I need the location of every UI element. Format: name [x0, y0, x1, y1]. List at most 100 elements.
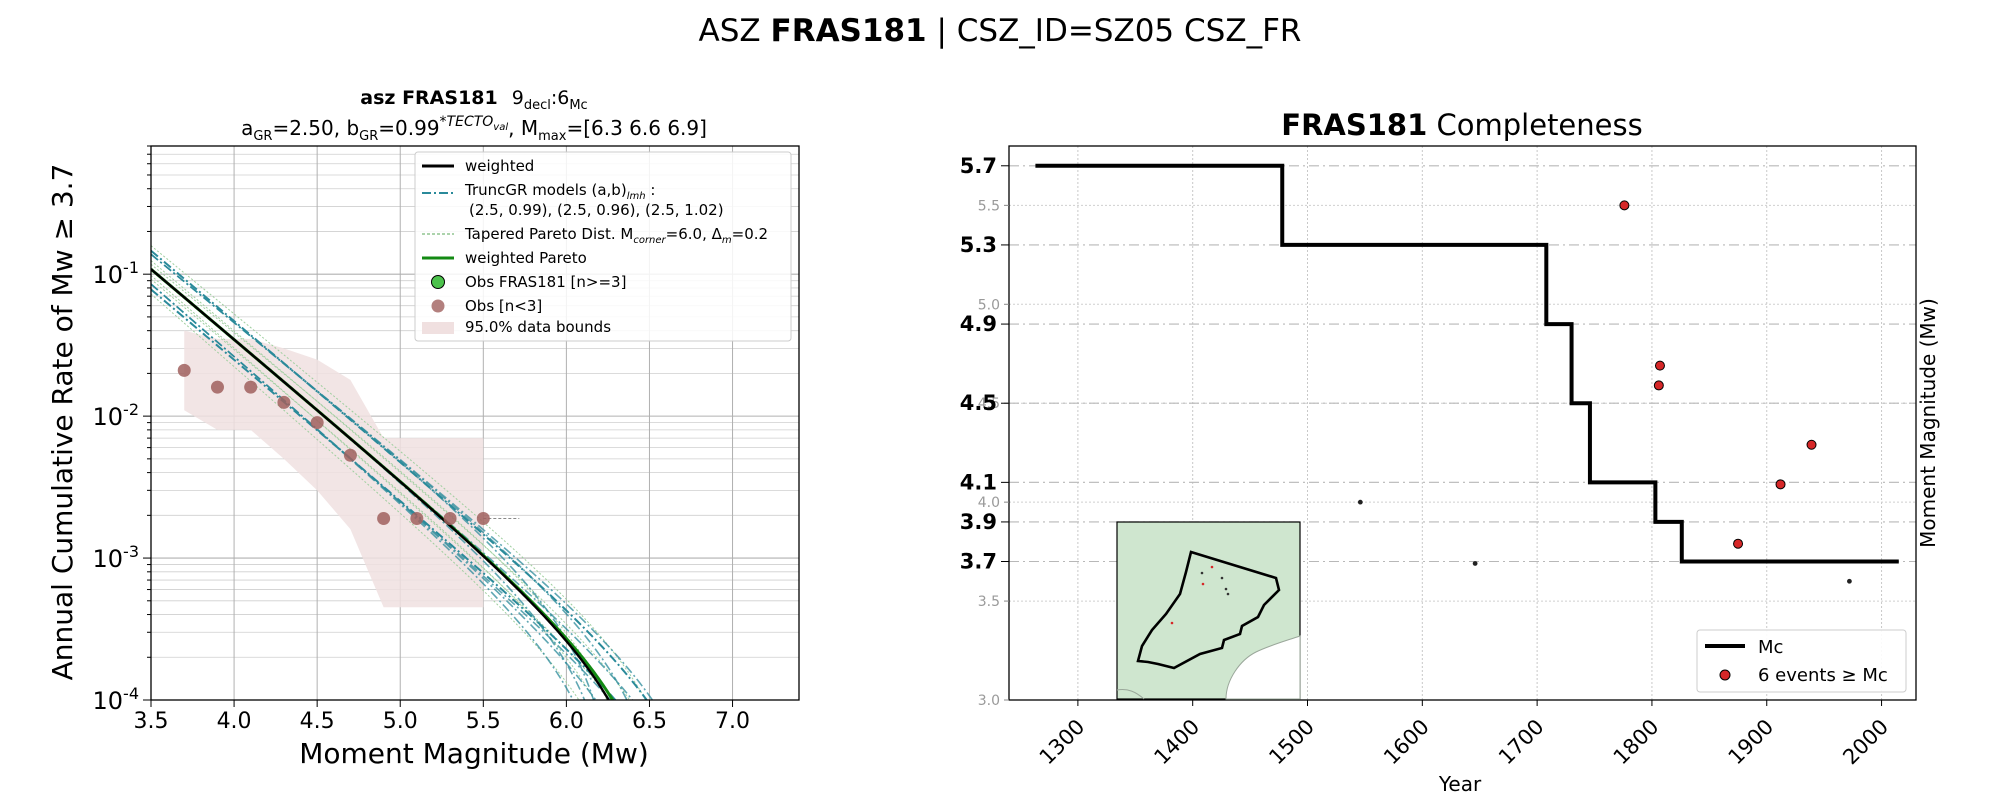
right-chart-title: FRAS181 Completeness — [1281, 108, 1642, 142]
tapered-pareto-curve — [151, 260, 631, 700]
right-y-major-tick-label: 5.7 — [960, 154, 997, 178]
legend-weighted-label: weighted — [465, 157, 534, 175]
right-y-minor-tick-label: 4.0 — [978, 495, 1000, 511]
right-legend-box — [1696, 629, 1907, 693]
left-x-tick-label: 5.5 — [466, 709, 501, 734]
legend-obs-swatch — [431, 275, 445, 289]
right-y-minor-tick-label: 3.0 — [978, 693, 1000, 709]
legend-truncgr-label: TruncGR models (a,b)lmh : — [464, 181, 655, 202]
right-chart: FRAS181 Completeness 1300 1400 1500 1600 170… — [960, 108, 1940, 796]
right-y-minor-tick-label: 5.5 — [978, 198, 1000, 214]
truncgr-envelope-curve — [151, 249, 648, 700]
inset-map-point — [1201, 582, 1205, 586]
right-x-tick-label: 1300 — [1035, 715, 1090, 770]
right-x-tick-label: 1500 — [1264, 715, 1319, 770]
inset-map-point — [1226, 592, 1230, 596]
event-above-mc — [1775, 479, 1786, 490]
legend-mc-label: Mc — [1758, 637, 1783, 658]
left-x-tick-label: 4.5 — [300, 709, 335, 734]
legend-bounds-swatch — [422, 322, 454, 334]
left-legend-box — [414, 151, 792, 342]
right-y-minor-tick-label: 3.5 — [978, 594, 1000, 610]
inset-map-zone-outline — [1136, 550, 1281, 670]
left-x-tick-label: 4.0 — [217, 709, 252, 734]
inset-map-point — [1170, 621, 1174, 625]
right-y-axis-label: Moment Magnitude (Mw) — [1916, 298, 1940, 548]
left-x-tick-label: 6.0 — [549, 709, 584, 734]
left-y-tick-label: 10-1 — [93, 258, 140, 289]
legend-events-swatch — [1719, 669, 1731, 681]
mc-step-line — [1035, 163, 1899, 564]
inset-map-water — [1225, 635, 1301, 700]
right-y-major-tick-label: 5.3 — [960, 233, 997, 257]
right-x-tick-label: 1800 — [1609, 715, 1664, 770]
right-x-tick-label: 1400 — [1149, 715, 1204, 770]
event-above-mc — [1654, 360, 1665, 371]
left-y-tick-label: 10-4 — [93, 684, 140, 715]
legend-obs-small-swatch — [431, 299, 445, 313]
truncgr-envelope-curve — [151, 288, 617, 700]
observed-point — [476, 511, 490, 525]
right-y-minor-tick-label: 5.0 — [978, 297, 1000, 313]
left-x-tick-label: 5.0 — [383, 709, 418, 734]
left-plot-area — [151, 245, 654, 700]
inset-map-point — [1224, 587, 1228, 591]
right-y-minor-tick-label: 4.5 — [978, 396, 1000, 412]
truncgr-curve — [151, 283, 612, 700]
left-y-tick-label: 10-2 — [93, 400, 140, 431]
right-x-axis-label: Year — [1438, 772, 1482, 796]
tapered-pareto-curve — [151, 293, 580, 700]
tapered-pareto-curve — [151, 245, 647, 700]
event-above-mc — [1806, 439, 1817, 450]
legend-tapered-label: Tapered Pareto Dist. Mcorner=6.0, Δm=0.2 — [464, 225, 768, 246]
left-ticks: 3.5 4.0 4.5 5.0 5.5 6.0 6.5 7.0 10-4 10-3 10-2 10-1 — [93, 145, 750, 734]
left-x-tick-label: 7.0 — [715, 709, 750, 734]
right-x-tick-label: 1600 — [1379, 715, 1434, 770]
observed-point — [244, 380, 258, 394]
inset-map-point — [1200, 571, 1204, 575]
right-y-major-tick-label: 4.1 — [960, 470, 997, 494]
left-bounds-band — [184, 330, 484, 608]
left-x-tick-label: 3.5 — [134, 709, 169, 734]
observed-point — [177, 363, 191, 377]
left-legend: weighted TruncGR models (a,b)lmh : (2.5,… — [414, 151, 792, 342]
legend-truncgr-values: (2.5, 0.99), (2.5, 0.96), (2.5, 1.02) — [469, 201, 724, 219]
right-plot-area — [1035, 163, 1899, 584]
truncgr-curve — [151, 253, 654, 700]
left-x-axis-label: Moment Magnitude (Mw) — [299, 737, 649, 770]
right-y-major-tick-label: 4.9 — [960, 312, 997, 336]
observed-point — [210, 380, 224, 394]
observed-point — [410, 511, 424, 525]
left-y-tick-label: 10-3 — [93, 542, 140, 573]
right-axes-frame — [1008, 145, 1917, 701]
right-y-major-tick-label: 3.9 — [960, 510, 997, 534]
weighted-curve — [151, 268, 610, 700]
right-legend: Mc 6 events ≥ Mc — [1696, 629, 1907, 693]
legend-events-label: 6 events ≥ Mc — [1758, 665, 1888, 686]
inset-map-point — [1220, 576, 1224, 580]
observed-point — [377, 511, 391, 525]
inset-map — [1116, 521, 1301, 700]
left-chart: asz FRAS181 9decl:6Mc aGR=2.50, bGR=0.99*… — [46, 87, 800, 770]
right-x-tick-label: 1900 — [1724, 715, 1779, 770]
left-x-tick-label: 6.5 — [632, 709, 667, 734]
right-x-tick-label: 1700 — [1494, 715, 1549, 770]
observed-point — [443, 511, 457, 525]
left-y-axis-label: Annual Cumulative Rate of Mw ≥ 3.7 — [46, 164, 79, 681]
legend-pareto-label: weighted Pareto — [465, 249, 587, 267]
legend-obs-label: Obs FRAS181 [n>=3] — [465, 273, 626, 291]
observed-point — [277, 395, 291, 409]
event-above-mc — [1653, 380, 1664, 391]
observed-point — [343, 448, 357, 462]
inset-map-point — [1210, 565, 1214, 569]
event-below-mc — [1847, 578, 1852, 584]
inset-map-coast — [1116, 689, 1145, 700]
event-below-mc — [1357, 499, 1363, 505]
figure-suptitle: ASZ FRAS181 | CSZ_ID=SZ05 CSZ_FR — [699, 13, 1302, 49]
left-chart-title-line2: aGR=2.50, bGR=0.99*TECTOval, Mmax=[6.3 6… — [241, 114, 707, 144]
event-above-mc — [1733, 538, 1744, 549]
left-chart-title-line1: asz FRAS181 9decl:6Mc — [360, 87, 587, 113]
legend-bounds-label: 95.0% data bounds — [465, 318, 611, 336]
legend-obs-small-label: Obs [n<3] — [465, 297, 542, 315]
